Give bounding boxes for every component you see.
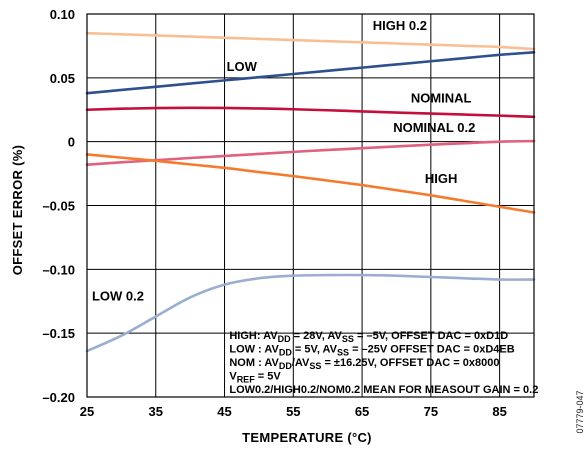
y-tick-label: –0.10: [42, 262, 75, 277]
y-tick-label: 0.05: [50, 71, 75, 86]
series-line-high-0-2: [85, 31, 536, 51]
x-axis-title: TEMPERATURE (°C): [242, 430, 372, 445]
annotation-line: NOM : AVDD/AVSS = ±16.25V, OFFSET DAC = …: [229, 357, 499, 371]
series-line-low: [85, 51, 536, 95]
series-labels: HIGH 0.2 LOW NOMINAL NOMINAL 0.2 HIGH LOW 0.2: [92, 18, 475, 304]
x-tick-label: 85: [492, 404, 506, 419]
x-tick-label: 25: [80, 404, 94, 419]
x-tick-label: 75: [424, 404, 438, 419]
y-tick-label: –0.05: [42, 199, 75, 214]
conditions-annotation: HIGH: AVDD = 28V, AVSS = –5V, OFFSET DAC…: [229, 330, 538, 396]
series-label-high: HIGH: [425, 171, 458, 186]
annotation-line: VREF = 5V: [229, 370, 281, 384]
series-line-low-0-2: [85, 273, 536, 353]
series-lines: [85, 31, 536, 353]
y-tick-label: –0.15: [42, 326, 75, 341]
x-tick-label: 55: [286, 404, 300, 419]
annotation-line: LOW0.2/HIGH0.2/NOM0.2 MEAN FOR MEASOUT G…: [229, 384, 538, 396]
series-label-low: LOW: [227, 59, 258, 74]
y-tick-label: –0.20: [42, 390, 75, 405]
y-tick-label: 0: [68, 135, 75, 150]
series-label-nominal-0-2: NOMINAL 0.2: [393, 120, 475, 135]
figure-id: 07779-047: [575, 390, 585, 433]
series-label-high-0-2: HIGH 0.2: [373, 18, 427, 33]
x-tick-label: 45: [217, 404, 231, 419]
series-label-low-0-2: LOW 0.2: [92, 289, 144, 304]
series-line-nominal: [85, 106, 536, 119]
series-label-nominal: NOMINAL: [411, 91, 472, 106]
y-axis-title: OFFSET ERROR (%): [10, 145, 25, 275]
tick-labels: 25 35 45 55 65 75 85 0.10 0.05 0 –0.05 –0.10 –0.15 –0…: [42, 7, 506, 419]
x-tick-label: 65: [355, 404, 369, 419]
annotation-line: HIGH: AVDD = 28V, AVSS = –5V, OFFSET DAC…: [229, 330, 508, 344]
series-line-high: [85, 153, 536, 214]
annotation-line: LOW : AVDD = 5V, AVSS = –25V OFFSET DAC …: [229, 343, 514, 357]
x-tick-label: 35: [149, 404, 163, 419]
y-tick-label: 0.10: [50, 7, 75, 22]
plot-frame: [86, 13, 535, 398]
